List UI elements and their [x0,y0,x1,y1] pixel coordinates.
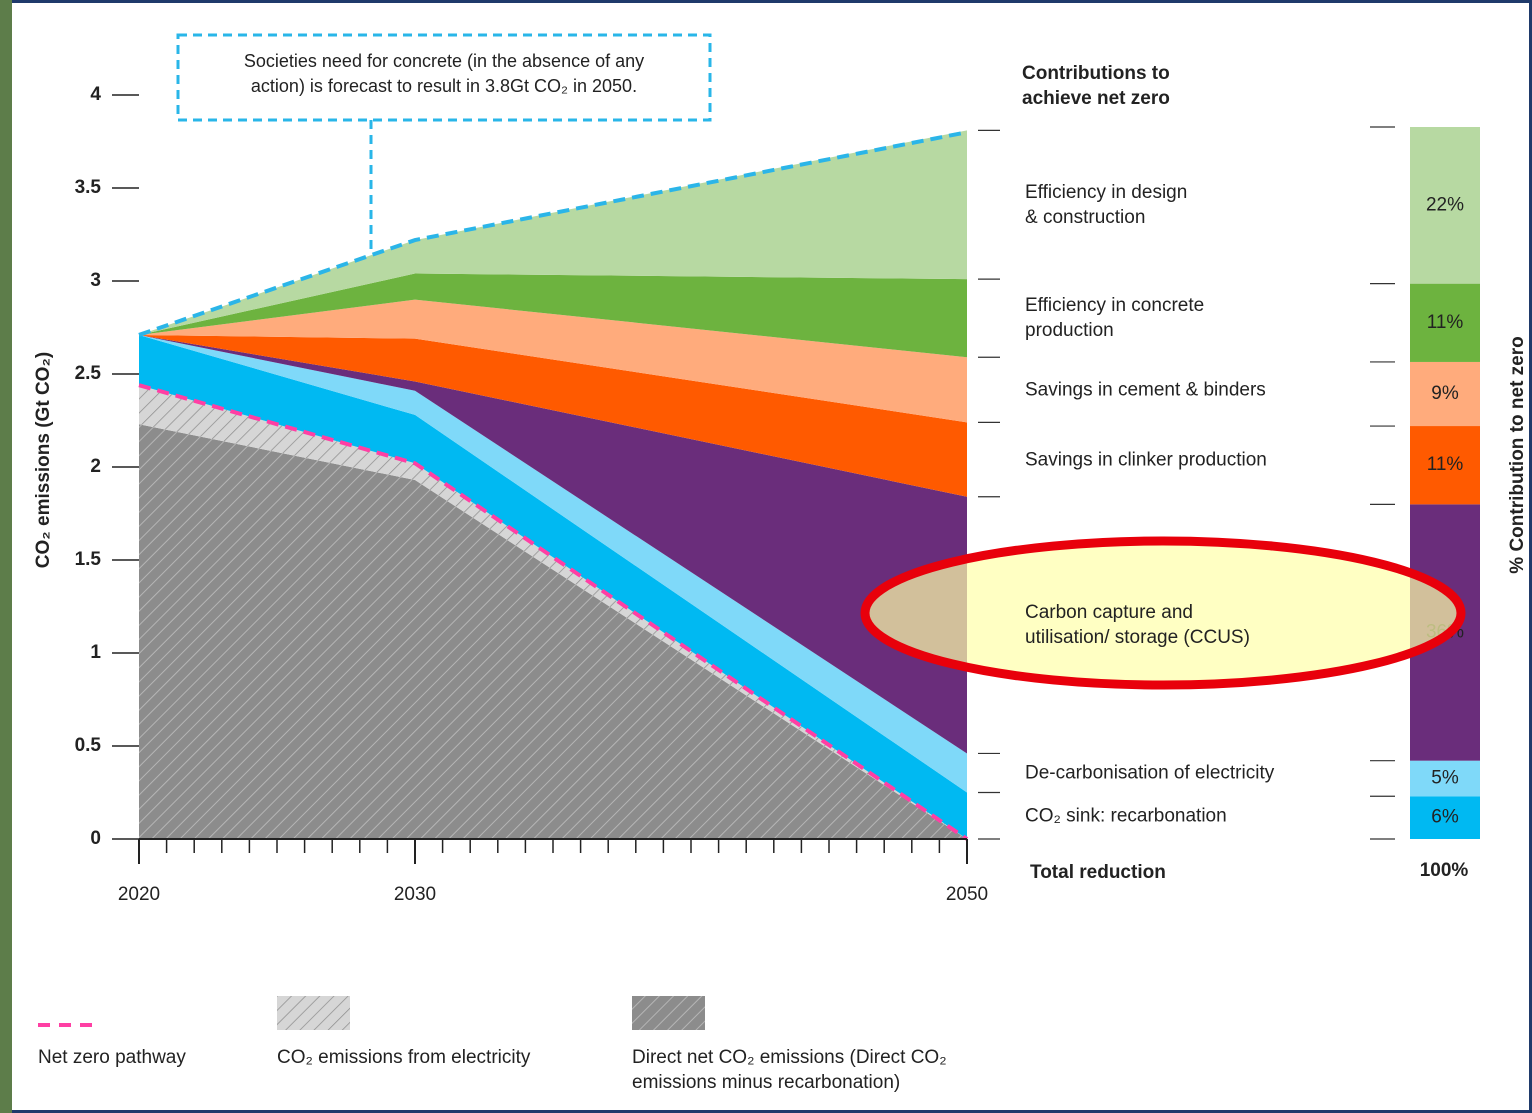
y-tick-label: 0 [90,828,101,849]
y-tick-label: 1.5 [75,549,102,570]
y-tick-label: 3.5 [75,177,102,198]
y-tick-label: 3 [90,270,101,291]
series-label: CO₂ sink: recarbonation [1025,805,1227,827]
series-label: Carbon capture and utilisation/ storage … [1025,602,1250,649]
right-axis-label: % Contribution to net zero [1507,336,1528,573]
series-label: Savings in cement & binders [1025,379,1266,401]
line [138,383,969,841]
y-tick-label: 1 [90,642,101,663]
series-label: Savings in clinker production [1025,449,1267,471]
contribution-title: Contributions to achieve net zero [1022,63,1170,109]
area [139,130,967,335]
x-tick-label: 2050 [946,884,988,905]
contribution-label: 11% [1427,312,1464,333]
contribution-bar [1410,361,1480,427]
y-axis-label: CO₂ emissions (Gt CO₂) [33,352,54,568]
legend-swatch [632,996,705,1030]
highlight-ellipse [860,536,1466,690]
annotation-box [176,33,712,122]
total-value: 100% [1419,860,1469,881]
contribution-label: 9% [1431,383,1459,404]
series-label: Efficiency in concrete production [1025,295,1205,342]
line [138,130,968,337]
x-tick-label: 2020 [118,884,160,905]
area [139,424,967,839]
series-label: Efficiency in design & construction [1025,181,1188,228]
y-tick-label: 2.5 [75,363,102,384]
contribution-label: 11% [1427,454,1464,475]
area [139,385,967,839]
legend-label: Net zero pathway [38,1047,186,1068]
y-tick-label: 0.5 [75,735,102,756]
legend-label: CO₂ emissions from electricity [277,1047,531,1068]
annotation: Societies need for concrete (in the abse… [243,51,645,96]
total-label: Total reduction [1030,862,1166,883]
background-strip [0,0,12,1113]
y-tick-label: 4 [90,84,101,105]
area [139,334,967,497]
area [139,334,967,754]
contribution-label: 5% [1431,767,1459,788]
legend-swatch [277,996,350,1030]
contribution-bar [1410,426,1480,505]
contribution-label: 22% [1426,194,1464,215]
area [139,299,967,423]
contribution-label: 6% [1431,807,1459,828]
series-label: De-carbonisation of electricity [1025,762,1275,784]
contribution-bar [1410,760,1480,797]
y-tick-label: 2 [90,456,101,477]
x-tick-label: 2030 [394,884,436,905]
contribution-bar [1410,796,1480,839]
legend-label: Direct net CO₂ emissions (Direct CO₂ emi… [632,1047,947,1093]
contribution-bar [1410,283,1480,362]
area [139,334,967,839]
area [139,273,967,358]
contribution-bar [1410,127,1480,284]
